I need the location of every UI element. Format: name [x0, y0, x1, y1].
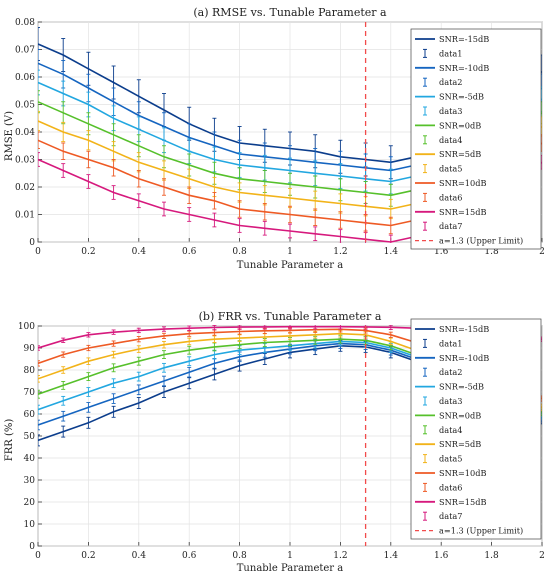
x-tick-label: 0.2 [81, 551, 95, 561]
legend-label: data4 [439, 425, 463, 435]
legend-label: SNR=-10dB [439, 353, 489, 363]
y-tick-label: 50 [24, 432, 36, 442]
y-tick-label: 0.07 [15, 46, 35, 56]
legend-label: data2 [439, 367, 463, 377]
chart-title: (b) FRR vs. Tunable Parameter a [199, 310, 382, 323]
x-tick-label: 1 [287, 247, 293, 257]
y-axis-label: RMSE (V) [4, 111, 15, 161]
legend-label: data5 [439, 454, 463, 464]
x-tick-label: 0 [35, 551, 41, 561]
legend-label: data5 [439, 164, 463, 174]
legend-label: SNR=5dB [439, 149, 481, 159]
x-tick-label: 1.6 [434, 247, 449, 257]
x-tick-label: 0.6 [182, 247, 197, 257]
x-tick-label: 0.6 [182, 551, 197, 561]
legend-label: data1 [439, 48, 463, 58]
legend-label: SNR=5dB [439, 439, 481, 449]
legend-label: data4 [439, 135, 463, 145]
legend-label: SNR=-15dB [439, 324, 489, 334]
legend-label: data1 [439, 338, 463, 348]
x-tick-label: 1.4 [384, 551, 399, 561]
y-tick-label: 0.05 [15, 101, 35, 111]
chart-title: (a) RMSE vs. Tunable Parameter a [193, 6, 387, 19]
y-tick-label: 10 [24, 520, 36, 530]
y-tick-label: 0.04 [15, 128, 35, 138]
legend-label: data7 [439, 221, 463, 231]
y-tick-label: 0.02 [15, 183, 35, 193]
legend-label: a=1.3 (Upper Limit) [439, 236, 523, 246]
legend-label: SNR=10dB [439, 178, 486, 188]
y-tick-label: 20 [24, 498, 36, 508]
legend-label: SNR=-15dB [439, 34, 489, 44]
frr-chart: (b) FRR vs. Tunable Parameter a Tunable … [4, 310, 545, 574]
x-tick-label: 0.8 [232, 551, 247, 561]
x-tick-label: 1 [287, 551, 293, 561]
legend-label: SNR=15dB [439, 497, 486, 507]
x-tick-label: 1.8 [484, 551, 499, 561]
legend-label: data7 [439, 511, 463, 521]
legend-label: SNR=10dB [439, 468, 486, 478]
y-tick-label: 30 [24, 476, 36, 486]
x-tick-label: 0.8 [232, 247, 247, 257]
rmse-chart: (a) RMSE vs. Tunable Parameter a Tunable… [4, 6, 545, 271]
legend-label: SNR=0dB [439, 120, 481, 130]
y-tick-label: 0.06 [15, 73, 35, 83]
x-tick-label: 1.4 [384, 247, 399, 257]
x-tick-label: 1.8 [484, 247, 499, 257]
legend-label: a=1.3 (Upper Limit) [439, 526, 523, 536]
x-tick-label: 1.2 [333, 551, 347, 561]
legend-label: data3 [439, 106, 463, 116]
y-tick-label: 100 [18, 322, 35, 332]
x-tick-label: 2 [539, 247, 545, 257]
y-tick-label: 40 [24, 454, 36, 464]
x-tick-label: 2 [539, 551, 545, 561]
x-tick-label: 1.2 [333, 247, 347, 257]
x-axis-label: Tunable Parameter a [237, 563, 343, 574]
y-tick-label: 80 [24, 366, 36, 376]
y-tick-label: 90 [24, 344, 36, 354]
legend-label: SNR=-10dB [439, 63, 489, 73]
x-axis-label: Tunable Parameter a [237, 260, 343, 271]
legend-label: data6 [439, 482, 463, 492]
legend-label: data3 [439, 396, 463, 406]
y-tick-label: 0 [29, 238, 35, 248]
legend-label: SNR=0dB [439, 410, 481, 420]
y-tick-label: 70 [24, 388, 36, 398]
x-tick-label: 1.6 [434, 551, 449, 561]
y-axis-label: FRR (%) [4, 419, 15, 462]
y-tick-label: 0.03 [15, 156, 35, 166]
legend: SNR=-15dB data1 SNR=-10dB data2 SNR=-5dB data… [410, 28, 542, 250]
x-tick-label: 0.2 [81, 247, 95, 257]
legend-label: data6 [439, 192, 463, 202]
legend-label: SNR=-5dB [439, 382, 484, 392]
y-tick-label: 0.08 [15, 18, 35, 28]
legend-label: data2 [439, 77, 463, 87]
y-tick-label: 0.01 [15, 211, 35, 221]
x-tick-label: 0 [35, 247, 41, 257]
y-tick-label: 0 [29, 542, 35, 552]
legend-label: SNR=-5dB [439, 92, 484, 102]
y-tick-label: 60 [24, 410, 36, 420]
legend: SNR=-15dB data1 SNR=-10dB data2 SNR=-5dB data… [410, 318, 542, 540]
x-tick-label: 0.4 [132, 551, 147, 561]
x-tick-label: 0.4 [132, 247, 147, 257]
legend-label: SNR=15dB [439, 207, 486, 217]
